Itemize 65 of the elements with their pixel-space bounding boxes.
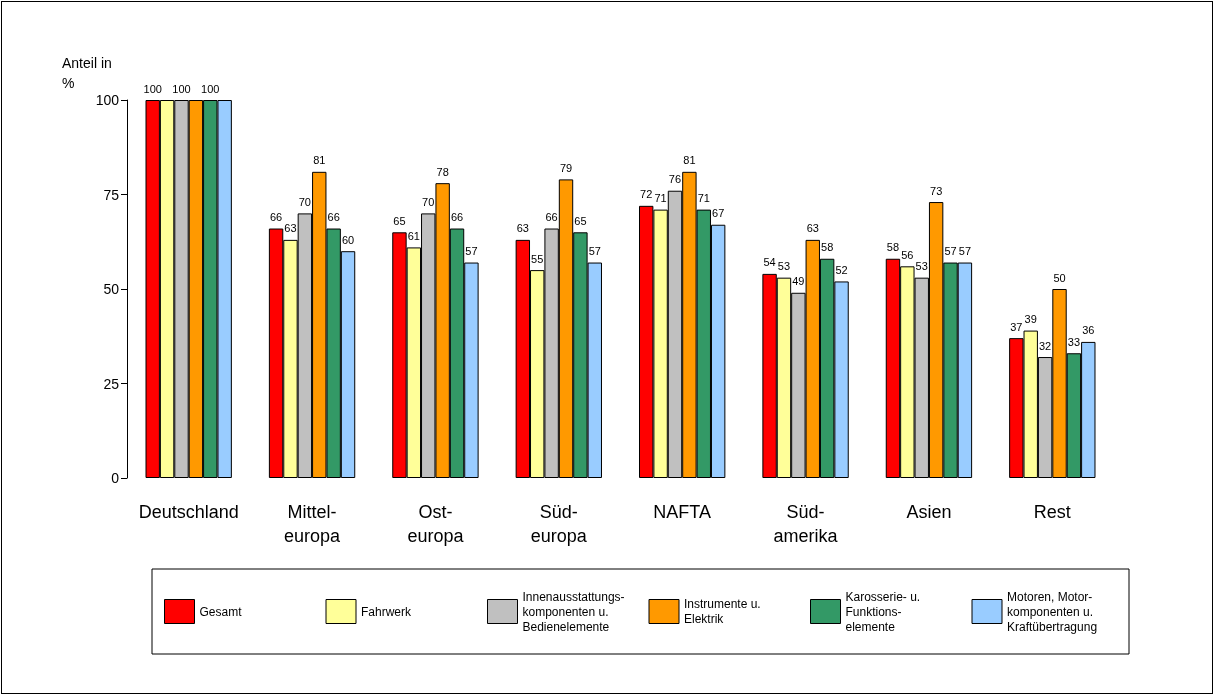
data-label: 56 <box>901 248 914 261</box>
data-label: 32 <box>1038 339 1052 352</box>
data-label: 52 <box>835 263 848 276</box>
data-label: 73 <box>930 184 943 197</box>
data-label: 63 <box>516 222 529 235</box>
legend-label: Innenausstattungs- komponenten u. Bedienelemente <box>522 589 625 634</box>
data-label: 66 <box>450 211 464 224</box>
data-label: 36 <box>1082 324 1095 337</box>
data-label: 66 <box>327 211 340 224</box>
data-label: 71 <box>654 192 667 205</box>
x-tick-label: Deutschland <box>138 502 239 522</box>
y-tick-label: 25 <box>103 375 120 392</box>
data-label: 71 <box>697 192 710 205</box>
data-label: 76 <box>668 173 682 186</box>
data-label: 53 <box>915 260 928 273</box>
y-tick-label: 75 <box>103 186 120 203</box>
legend-label: Karosserie- u. Funktions- elemente <box>845 589 921 634</box>
data-label: 33 <box>1067 335 1081 348</box>
data-label: 81 <box>313 154 326 167</box>
x-tick-label: Süd- europa <box>530 502 588 546</box>
x-tick-label: Mittel- europa <box>284 502 342 546</box>
data-label: 81 <box>683 154 696 167</box>
y-tick-label: 50 <box>103 281 120 297</box>
legend-label: Instrumente u. Elektrik <box>684 597 761 626</box>
legend-label: Motoren, Motor- komponenten u. Kraftübertragung <box>1007 589 1098 634</box>
data-label: 57 <box>958 245 972 258</box>
legend-label: Fahrwerk <box>361 604 413 619</box>
y-tick-label: 0 <box>111 470 120 486</box>
data-label: 58 <box>821 241 834 254</box>
data-label: 66 <box>545 211 558 224</box>
data-label: 78 <box>436 165 449 178</box>
data-label: 57 <box>944 245 957 258</box>
y-axis-title: Anteil in % <box>62 55 112 92</box>
data-label: 37 <box>1010 320 1023 333</box>
data-label: 66 <box>269 211 283 224</box>
x-tick-label: Asien <box>906 502 952 522</box>
y-tick-label: 100 <box>95 92 120 108</box>
data-label: 65 <box>574 214 587 227</box>
data-label: 72 <box>640 188 653 201</box>
data-label: 55 <box>531 252 544 265</box>
data-label: 70 <box>298 195 311 208</box>
x-tick-label: NAFTA <box>653 502 712 522</box>
data-label: 100 <box>201 82 220 95</box>
data-label: 70 <box>422 195 435 208</box>
x-tick-label: Ost- europa <box>407 502 465 546</box>
data-label: 100 <box>143 82 162 95</box>
data-label: 65 <box>393 214 406 227</box>
data-label: 57 <box>465 245 478 258</box>
x-tick-label: Rest <box>1033 502 1071 522</box>
data-label: 60 <box>341 233 355 246</box>
data-label: 79 <box>559 161 573 174</box>
data-label: 39 <box>1024 313 1037 326</box>
data-label: 50 <box>1053 271 1066 284</box>
data-label: 53 <box>777 260 791 273</box>
data-label: 49 <box>792 275 805 288</box>
data-label: 61 <box>407 229 420 242</box>
data-label: 57 <box>588 245 601 258</box>
data-label: 100 <box>172 82 191 95</box>
data-label: 63 <box>806 222 819 235</box>
data-label: 58 <box>886 241 900 254</box>
legend-label: Gesamt <box>199 604 243 619</box>
data-label: 54 <box>763 256 776 269</box>
data-label: 67 <box>712 207 725 220</box>
x-tick-label: Süd- amerika <box>773 502 839 546</box>
data-label: 63 <box>284 222 297 235</box>
